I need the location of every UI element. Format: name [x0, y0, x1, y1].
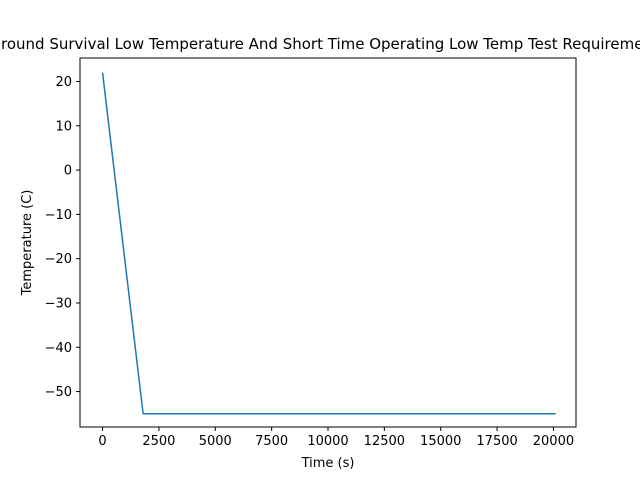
- x-axis-ticks: 0 2500 5000 7500 10000 12500 15000 17500 20000: [98, 427, 574, 449]
- x-tick-label: 12500: [364, 434, 405, 449]
- x-tick-label: 10000: [307, 434, 348, 449]
- y-tick-label: −30: [45, 296, 72, 311]
- x-tick-label: 15000: [420, 434, 461, 449]
- y-axis-ticks: 20 10 0 −10 −20 −30 −40 −50: [45, 75, 80, 400]
- y-tick-label: −40: [45, 341, 72, 356]
- x-tick-label: 20000: [533, 434, 574, 449]
- x-tick-label: 5000: [199, 434, 232, 449]
- x-tick-label: 2500: [142, 434, 175, 449]
- x-tick-label: 7500: [255, 434, 288, 449]
- y-tick-label: −10: [45, 208, 72, 223]
- x-tick-label: 17500: [476, 434, 517, 449]
- y-tick-label: −20: [45, 252, 72, 267]
- y-tick-label: 0: [64, 164, 72, 179]
- x-tick-label: 0: [98, 434, 106, 449]
- plot-series-group: [101, 72, 556, 415]
- chart-title: Ground Survival Low Temperature And Shor…: [0, 35, 640, 53]
- series-line-0: [101, 72, 556, 415]
- x-axis-title: Time (s): [301, 456, 355, 471]
- y-tick-label: −50: [45, 385, 72, 400]
- y-axis-title: Temperature (C): [20, 190, 35, 297]
- y-tick-label: 20: [55, 75, 72, 90]
- y-tick-label: 10: [55, 119, 72, 134]
